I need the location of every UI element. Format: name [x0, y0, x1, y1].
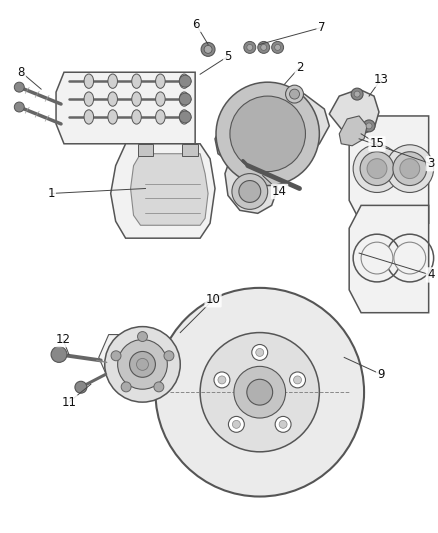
- Circle shape: [232, 174, 268, 209]
- Circle shape: [137, 358, 148, 370]
- Circle shape: [252, 344, 268, 360]
- Circle shape: [201, 43, 215, 56]
- Circle shape: [272, 42, 283, 53]
- Circle shape: [218, 376, 226, 384]
- Circle shape: [164, 351, 174, 361]
- Text: 3: 3: [427, 157, 434, 170]
- Circle shape: [293, 376, 301, 384]
- Circle shape: [351, 88, 363, 100]
- Circle shape: [234, 366, 286, 418]
- Ellipse shape: [108, 110, 117, 124]
- Circle shape: [290, 372, 305, 388]
- Polygon shape: [131, 154, 208, 225]
- Circle shape: [239, 181, 261, 203]
- Circle shape: [394, 242, 426, 274]
- Circle shape: [111, 351, 121, 361]
- Circle shape: [204, 45, 212, 53]
- Circle shape: [361, 242, 393, 274]
- Ellipse shape: [108, 74, 117, 88]
- Text: 14: 14: [272, 185, 287, 198]
- Ellipse shape: [108, 92, 117, 106]
- Circle shape: [275, 44, 281, 51]
- Circle shape: [179, 93, 191, 105]
- Circle shape: [233, 421, 240, 429]
- Text: 12: 12: [56, 333, 71, 346]
- Circle shape: [214, 372, 230, 388]
- Ellipse shape: [84, 92, 94, 106]
- Circle shape: [14, 82, 24, 92]
- Circle shape: [138, 332, 148, 342]
- Text: 1: 1: [47, 187, 55, 200]
- Circle shape: [386, 145, 434, 192]
- Polygon shape: [225, 154, 278, 213]
- Ellipse shape: [132, 74, 141, 88]
- Circle shape: [14, 102, 24, 112]
- Text: 6: 6: [192, 18, 200, 31]
- Circle shape: [105, 327, 180, 402]
- Polygon shape: [349, 205, 429, 313]
- Text: 9: 9: [377, 368, 385, 381]
- Circle shape: [363, 120, 375, 132]
- Circle shape: [366, 123, 372, 129]
- Circle shape: [244, 42, 256, 53]
- Circle shape: [154, 382, 164, 392]
- Text: 13: 13: [374, 72, 389, 86]
- Circle shape: [179, 111, 191, 123]
- Ellipse shape: [132, 92, 141, 106]
- Circle shape: [75, 381, 87, 393]
- Circle shape: [179, 75, 191, 87]
- Ellipse shape: [180, 92, 189, 106]
- Ellipse shape: [155, 110, 165, 124]
- Polygon shape: [56, 72, 195, 144]
- Circle shape: [230, 96, 305, 172]
- Circle shape: [130, 351, 155, 377]
- Circle shape: [367, 159, 387, 179]
- Text: 10: 10: [205, 293, 220, 306]
- Ellipse shape: [155, 92, 165, 106]
- Text: 8: 8: [18, 66, 25, 79]
- Circle shape: [354, 91, 360, 97]
- Ellipse shape: [84, 110, 94, 124]
- Circle shape: [118, 340, 167, 389]
- Ellipse shape: [84, 74, 94, 88]
- Circle shape: [229, 416, 244, 432]
- Circle shape: [393, 152, 427, 185]
- Circle shape: [290, 89, 300, 99]
- Text: 15: 15: [370, 138, 385, 150]
- Text: 11: 11: [61, 395, 77, 409]
- Circle shape: [256, 349, 264, 357]
- Polygon shape: [349, 116, 429, 223]
- Polygon shape: [99, 335, 175, 380]
- Circle shape: [261, 44, 267, 51]
- Circle shape: [279, 421, 287, 429]
- Ellipse shape: [180, 74, 189, 88]
- Polygon shape: [339, 116, 367, 146]
- Circle shape: [258, 42, 270, 53]
- Text: 2: 2: [296, 61, 303, 74]
- Polygon shape: [138, 144, 153, 156]
- Polygon shape: [182, 144, 198, 156]
- Circle shape: [51, 346, 67, 362]
- Circle shape: [353, 145, 401, 192]
- Circle shape: [360, 152, 394, 185]
- Circle shape: [247, 44, 253, 51]
- Circle shape: [200, 333, 319, 452]
- Text: 4: 4: [427, 269, 434, 281]
- Text: 7: 7: [318, 21, 325, 34]
- Ellipse shape: [132, 110, 141, 124]
- Circle shape: [247, 379, 273, 405]
- Polygon shape: [215, 89, 329, 172]
- Ellipse shape: [155, 74, 165, 88]
- Circle shape: [216, 82, 319, 185]
- Circle shape: [400, 159, 420, 179]
- Circle shape: [155, 288, 364, 497]
- Text: 5: 5: [224, 50, 232, 63]
- Circle shape: [275, 416, 291, 432]
- Polygon shape: [329, 89, 379, 136]
- Ellipse shape: [180, 110, 189, 124]
- Polygon shape: [111, 144, 215, 238]
- Circle shape: [121, 382, 131, 392]
- Circle shape: [286, 85, 304, 103]
